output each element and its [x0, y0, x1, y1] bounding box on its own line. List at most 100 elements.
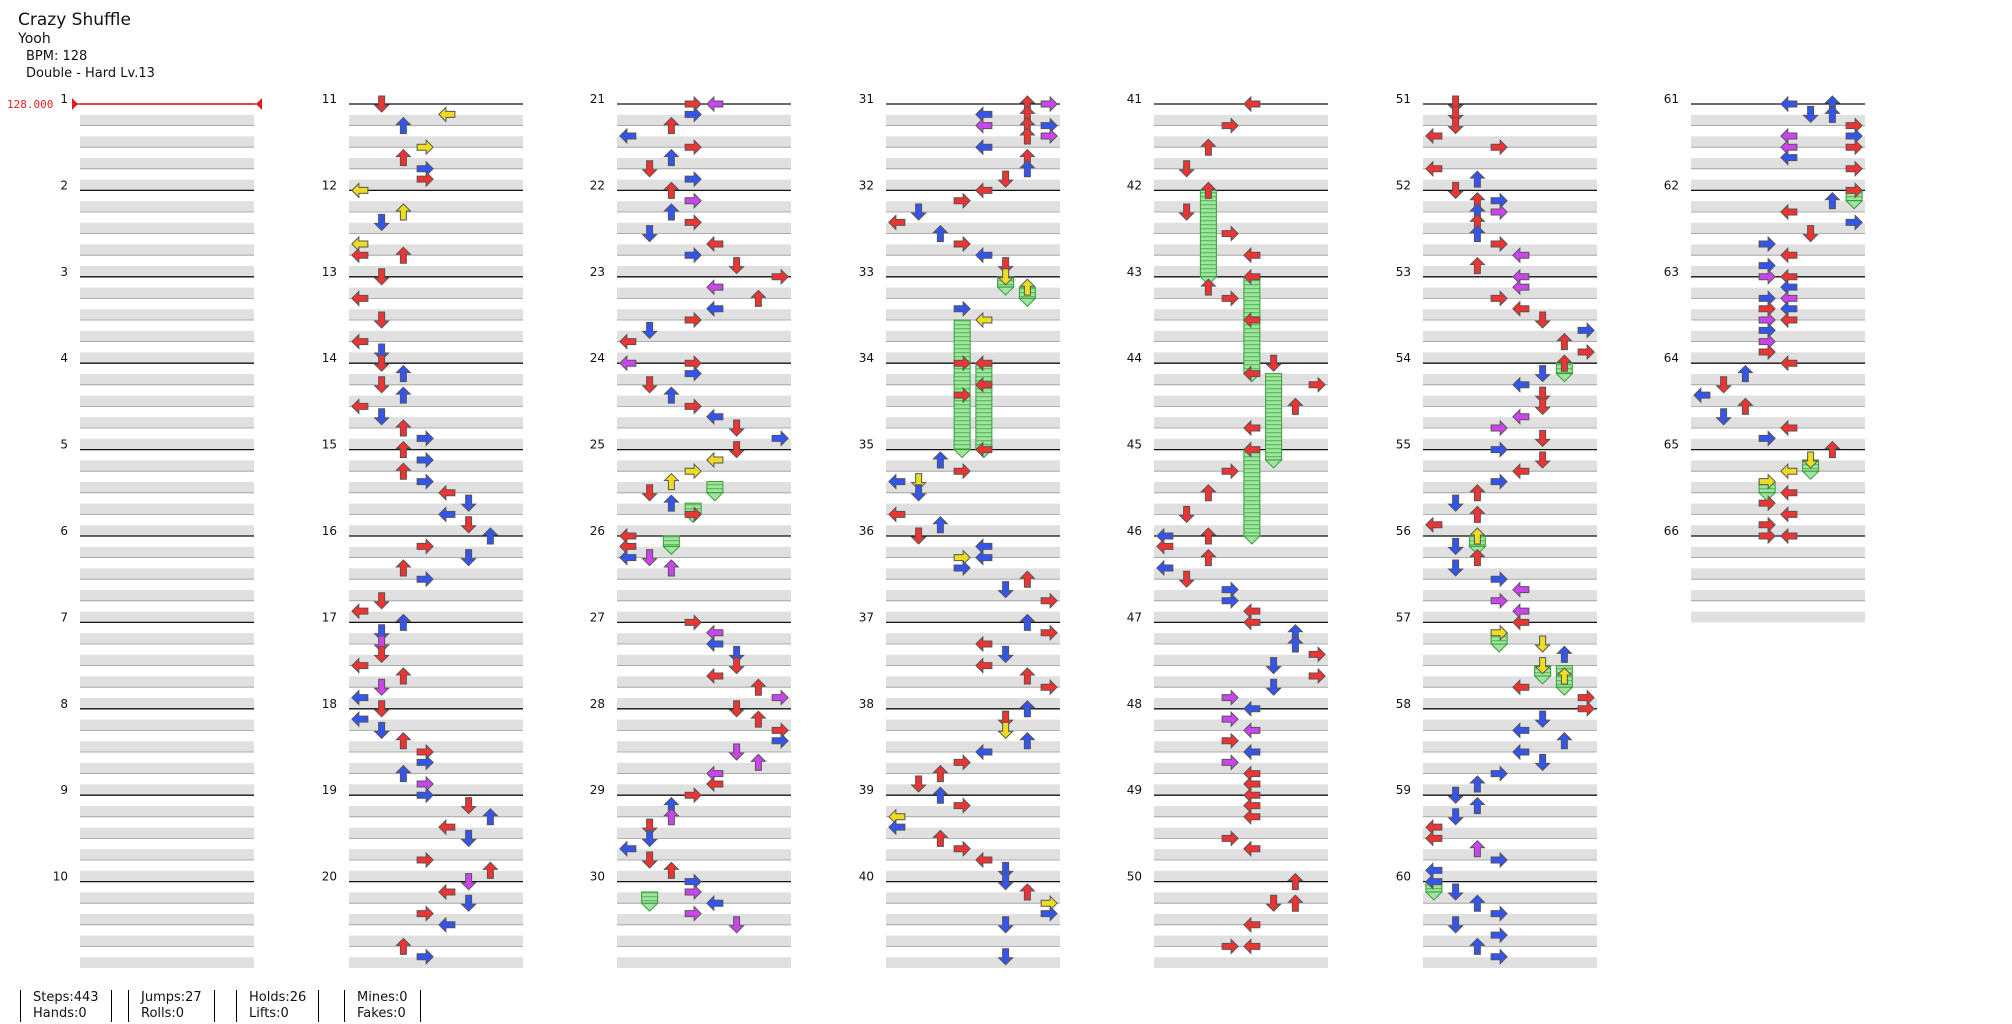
- beat-band: [1423, 698, 1597, 709]
- arrow-note: [1737, 364, 1754, 383]
- beat-band: [617, 158, 791, 169]
- beat-band: [886, 568, 1060, 580]
- arrow-note: [975, 182, 993, 199]
- beat-band: [80, 849, 254, 860]
- arrow-note: [416, 905, 434, 922]
- arrow-note: [663, 148, 680, 167]
- beat-band: [1691, 417, 1865, 428]
- hold-body: [1489, 632, 1509, 653]
- stats-group-jumps: Jumps:27 Rolls:0: [128, 990, 215, 1022]
- arrow-note: [1469, 505, 1486, 523]
- arrow-note: [1469, 796, 1486, 815]
- arrow-note: [1534, 311, 1551, 329]
- measure-number: 60: [1396, 870, 1411, 884]
- arrow-note: [1447, 181, 1464, 200]
- arrow-note: [1490, 765, 1508, 782]
- arrow-note: [728, 657, 745, 675]
- arrow-note: [1715, 408, 1732, 426]
- beat-band: [1423, 654, 1597, 666]
- beat-band: [617, 309, 791, 320]
- beat-band: [617, 654, 791, 666]
- beat-band: [1423, 179, 1597, 191]
- arrow-note: [1178, 160, 1195, 178]
- arrow-note: [1221, 592, 1239, 610]
- arrow-note: [953, 754, 971, 771]
- measure-number: 23: [590, 265, 605, 279]
- beat-band: [1423, 395, 1597, 407]
- beat-band: [1423, 914, 1597, 925]
- arrow-note: [1308, 667, 1326, 685]
- arrow-note: [1040, 905, 1058, 922]
- arrow-note: [1243, 700, 1261, 718]
- arrow-note: [351, 182, 369, 199]
- beat-band: [1154, 266, 1328, 277]
- beat-band: [886, 849, 1060, 860]
- arrow-note: [932, 829, 949, 847]
- beat-band: [1423, 590, 1597, 601]
- arrow-note: [1490, 948, 1508, 965]
- arrow-note: [706, 667, 724, 685]
- arrow-note: [641, 160, 658, 178]
- beat-band: [617, 114, 791, 126]
- beat-band: [80, 914, 254, 925]
- beat-band: [1154, 698, 1328, 709]
- beat-band: [1423, 719, 1597, 731]
- beat-band: [1423, 568, 1597, 580]
- beat-band: [1154, 935, 1328, 947]
- beat-band: [80, 892, 254, 904]
- beat-band: [617, 892, 791, 904]
- arrow-note: [1469, 484, 1486, 502]
- beat-band: [1154, 719, 1328, 731]
- beat-band: [886, 179, 1060, 191]
- arrow-note: [1243, 722, 1261, 739]
- measure-number: 35: [859, 438, 874, 452]
- beat-band: [617, 914, 791, 925]
- beat-band: [1154, 374, 1328, 385]
- arrow-note: [1447, 117, 1464, 135]
- arrow-note: [1780, 149, 1798, 166]
- beat-band: [886, 870, 1060, 882]
- arrow-note: [684, 246, 702, 264]
- arrow-note: [1287, 397, 1304, 415]
- arrow-note: [1308, 646, 1326, 663]
- beat-band: [349, 892, 523, 904]
- beat-band: [886, 914, 1060, 925]
- arrow-note: [975, 311, 993, 329]
- arrow-note: [663, 116, 680, 135]
- beat-band: [349, 309, 523, 320]
- arrow-note: [1824, 105, 1841, 123]
- arrow-note: [395, 386, 412, 404]
- arrow-note: [1019, 883, 1036, 901]
- arrow-note: [1221, 938, 1239, 955]
- measure-number: 28: [590, 697, 605, 711]
- beat-band: [1691, 590, 1865, 601]
- arrow-note: [1780, 246, 1798, 264]
- beat-band: [1423, 633, 1597, 644]
- beat-band: [886, 676, 1060, 688]
- arrow-note: [706, 775, 724, 793]
- arrow-note: [684, 506, 702, 523]
- measure-number: 25: [590, 438, 605, 452]
- arrow-note: [1490, 851, 1508, 869]
- song-header: Crazy Shuffle Yooh BPM: 128 Double - Har…: [18, 10, 155, 82]
- measure-number: 43: [1127, 265, 1142, 279]
- arrow-note: [1469, 840, 1486, 858]
- beat-band: [617, 179, 791, 191]
- measure-number: 33: [859, 265, 874, 279]
- beat-band: [1423, 806, 1597, 817]
- beat-band: [617, 849, 791, 860]
- arrow-note: [663, 203, 680, 221]
- measure-number: 27: [590, 610, 605, 624]
- arrow-note: [1040, 95, 1058, 113]
- arrow-note: [997, 581, 1014, 599]
- arrow-note: [1490, 624, 1508, 641]
- beat-band: [80, 352, 254, 364]
- measure-number: 17: [322, 610, 337, 624]
- arrow-note: [641, 321, 658, 340]
- arrow-note: [706, 635, 724, 653]
- arrow-note: [1447, 883, 1464, 901]
- beat-band: [617, 482, 791, 493]
- measure-number: 19: [322, 783, 337, 797]
- arrow-note: [728, 441, 745, 459]
- beat-band: [1423, 201, 1597, 212]
